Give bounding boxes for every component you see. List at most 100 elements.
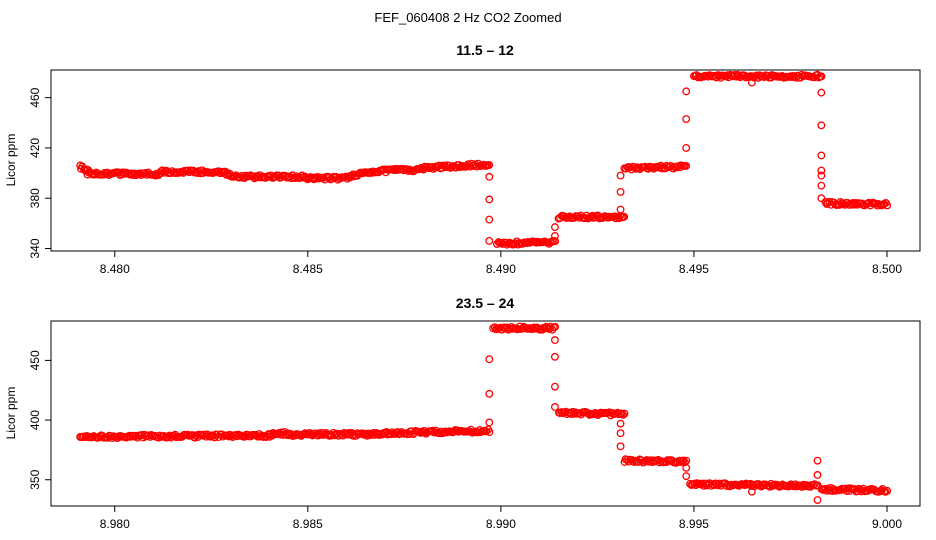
x-tick-label: 8.980 bbox=[100, 517, 130, 531]
data-point bbox=[128, 171, 137, 180]
data-point bbox=[485, 195, 494, 204]
data-point bbox=[817, 72, 826, 81]
data-point bbox=[617, 409, 626, 418]
data-point bbox=[415, 427, 423, 436]
data-point bbox=[485, 428, 494, 436]
data-point bbox=[391, 164, 400, 173]
data-point bbox=[197, 430, 206, 439]
y-tick-label: 350 bbox=[28, 469, 42, 489]
data-point bbox=[747, 78, 756, 87]
data-point bbox=[817, 194, 826, 203]
chart-title: 23.5 – 24 bbox=[456, 295, 515, 311]
chart-panel-top: 11.5 – 12 Licor ppm 8.480 8.485 8.490 8.495… bbox=[4, 42, 921, 276]
data-point bbox=[623, 455, 632, 464]
data-point bbox=[550, 223, 559, 232]
figure-title: FEF_060408 2 Hz CO2 Zoomed bbox=[374, 10, 561, 25]
data-point bbox=[679, 456, 688, 465]
x-tick-label: 8.995 bbox=[679, 517, 709, 531]
data-point bbox=[809, 481, 818, 490]
x-tick-label: 9.000 bbox=[872, 517, 902, 531]
data-point bbox=[485, 172, 494, 181]
data-point bbox=[682, 463, 691, 472]
data-point bbox=[682, 115, 691, 123]
data-point bbox=[550, 382, 559, 391]
axes: 8.980 8.985 8.990 8.995 9.000 350 400 450 bbox=[28, 350, 902, 531]
data-point bbox=[682, 472, 691, 481]
data-point bbox=[254, 173, 263, 182]
data-point bbox=[551, 237, 560, 246]
data-point bbox=[747, 487, 756, 496]
data-point bbox=[550, 352, 559, 361]
data-point bbox=[550, 336, 559, 345]
data-points bbox=[76, 70, 892, 249]
x-tick-label: 8.990 bbox=[486, 517, 516, 531]
data-point bbox=[616, 171, 625, 180]
data-point bbox=[365, 431, 374, 440]
y-tick-label: 450 bbox=[28, 350, 42, 370]
data-point bbox=[361, 429, 370, 438]
data-point bbox=[420, 162, 429, 171]
data-point bbox=[575, 409, 584, 418]
data-point bbox=[616, 419, 625, 428]
data-point bbox=[485, 355, 494, 364]
data-point bbox=[682, 87, 691, 96]
data-point bbox=[688, 480, 697, 489]
data-point bbox=[682, 161, 691, 170]
y-tick-label: 460 bbox=[28, 87, 42, 107]
data-point bbox=[386, 430, 395, 439]
data-point bbox=[817, 171, 826, 180]
data-point bbox=[142, 170, 151, 179]
plot-frame bbox=[50, 69, 921, 252]
data-point bbox=[817, 88, 826, 97]
x-tick-label: 8.500 bbox=[872, 262, 902, 276]
data-point bbox=[813, 471, 822, 479]
data-point bbox=[883, 486, 892, 495]
data-point bbox=[817, 181, 826, 190]
y-tick-label: 380 bbox=[28, 188, 42, 208]
data-point bbox=[843, 198, 852, 207]
data-point bbox=[485, 389, 494, 398]
data-point bbox=[883, 201, 892, 210]
data-point bbox=[550, 231, 559, 240]
data-point bbox=[817, 166, 826, 175]
chart-panel-bottom: 23.5 – 24 Licor ppm 8.980 8.985 8.990 8.995… bbox=[4, 295, 921, 531]
x-tick-label: 8.495 bbox=[679, 262, 709, 276]
data-point bbox=[485, 161, 494, 169]
data-point bbox=[616, 187, 625, 196]
chart-title: 11.5 – 12 bbox=[456, 42, 514, 58]
data-point bbox=[371, 430, 380, 439]
y-axis-label: Licor ppm bbox=[4, 134, 18, 187]
data-point bbox=[850, 200, 859, 209]
data-point bbox=[303, 430, 312, 439]
data-point bbox=[165, 431, 174, 440]
plot-frame bbox=[50, 320, 921, 507]
data-points bbox=[76, 322, 892, 504]
data-point bbox=[620, 409, 629, 418]
data-point bbox=[616, 442, 625, 451]
data-point bbox=[482, 427, 491, 436]
data-point bbox=[485, 418, 494, 427]
x-tick-label: 8.985 bbox=[293, 517, 323, 531]
data-point bbox=[871, 199, 880, 208]
data-point bbox=[813, 456, 822, 465]
x-tick-label: 8.485 bbox=[293, 262, 323, 276]
data-point bbox=[817, 151, 826, 160]
x-tick-label: 8.490 bbox=[486, 262, 516, 276]
y-axis-label: Licor ppm bbox=[4, 387, 18, 440]
data-point bbox=[592, 409, 601, 418]
data-point bbox=[849, 198, 858, 207]
y-tick-label: 340 bbox=[28, 238, 42, 258]
data-point bbox=[776, 482, 785, 491]
data-point bbox=[729, 72, 738, 81]
data-point bbox=[551, 322, 560, 331]
data-point bbox=[616, 205, 625, 214]
y-tick-label: 420 bbox=[28, 138, 42, 158]
y-tick-label: 400 bbox=[28, 410, 42, 430]
data-point bbox=[616, 429, 625, 438]
data-point bbox=[620, 212, 629, 221]
data-point bbox=[550, 402, 559, 411]
data-point bbox=[305, 428, 314, 437]
data-point bbox=[680, 458, 689, 467]
data-point bbox=[682, 143, 691, 152]
